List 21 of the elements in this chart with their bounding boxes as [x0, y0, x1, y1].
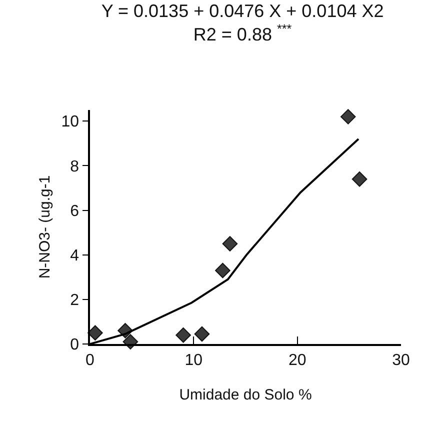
y-tick-label: 2 — [70, 292, 80, 310]
y-tick-label: 4 — [70, 247, 80, 264]
point — [340, 109, 356, 124]
point — [215, 262, 230, 278]
x-tick-label: 30 — [392, 352, 410, 369]
point — [176, 327, 191, 343]
point — [194, 326, 210, 342]
x-tick-label: 0 — [86, 352, 95, 369]
y-tick-label: 6 — [70, 202, 80, 220]
y-tick-label: 0 — [70, 336, 80, 354]
x-tick-label: 10 — [184, 352, 203, 369]
point — [352, 171, 368, 187]
point — [88, 325, 103, 341]
y-tick-label: 8 — [70, 158, 80, 176]
x-tick-label: 20 — [288, 352, 306, 369]
point — [222, 236, 238, 252]
y-axis-title: N-NO3- (ug.g-1 — [36, 175, 54, 279]
chart-title: Y = 0.0135 + 0.0476 X + 0.0104 X2 — [101, 0, 384, 21]
x-axis-title: Umidade do Solo % — [179, 386, 312, 404]
y-tick-label: 10 — [61, 114, 80, 131]
chart-subtitle: R2 = 0.88 $^{***}$ — [193, 22, 292, 44]
